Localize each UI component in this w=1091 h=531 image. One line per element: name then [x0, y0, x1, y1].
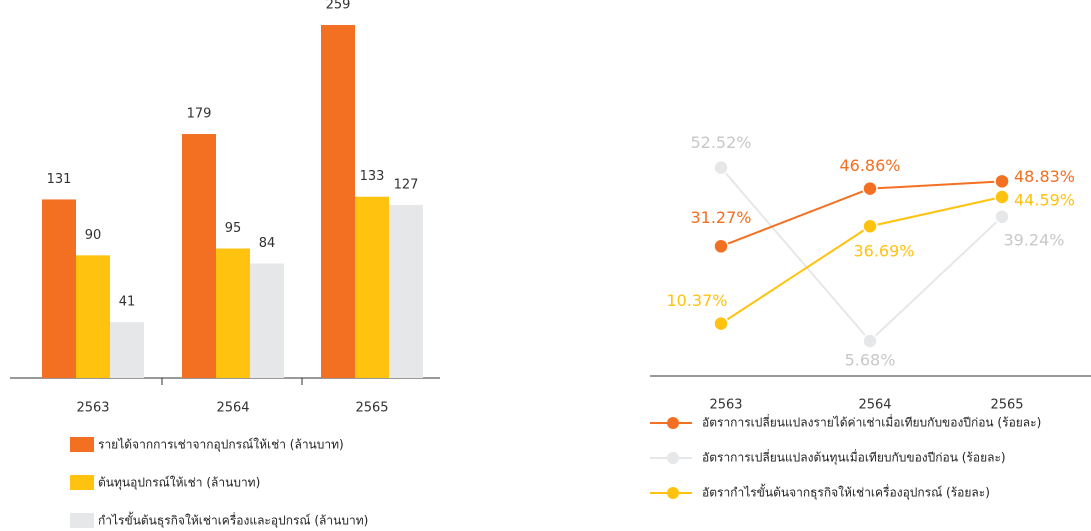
x-tick-label: 2563 — [709, 398, 742, 413]
x-tick-label: 2565 — [990, 398, 1023, 413]
legend-label: กำไรขั้นต้นธุรกิจให้เช่าเครื่องและอุปกรณ… — [98, 512, 368, 529]
data-label: 133 — [360, 169, 385, 184]
data-label: 36.69% — [853, 242, 914, 261]
legend-swatch — [70, 513, 94, 528]
bar — [216, 248, 250, 378]
point — [862, 333, 878, 349]
legend-marker — [667, 417, 679, 429]
data-label: 179 — [187, 107, 212, 122]
point — [713, 238, 729, 255]
data-label: 127 — [394, 177, 419, 192]
line — [720, 180, 1003, 248]
legend-label: อัตราการเปลี่ยนแปลงรายได้ค่าเช่าเมื่อเที… — [702, 414, 1041, 430]
bar — [250, 263, 284, 378]
bar — [389, 204, 423, 378]
data-label: 84 — [259, 236, 276, 251]
data-label: 131 — [47, 172, 72, 187]
x-tick-label: 2563 — [76, 401, 109, 416]
data-label: 46.86% — [839, 156, 900, 175]
x-tick-label: 2565 — [355, 401, 388, 416]
data-label: 48.83% — [1014, 167, 1075, 186]
point — [862, 218, 878, 234]
legend-label: อัตราการเปลี่ยนแปลงต้นทุนเมื่อเทียบกับขอ… — [702, 449, 1006, 466]
data-label: 41 — [119, 295, 136, 310]
legend-label: อัตรากำไรขั้นต้นจากธุรกิจให้เช่าเครื่องอ… — [702, 484, 990, 501]
point — [713, 159, 729, 176]
data-label: 52.52% — [690, 133, 751, 152]
bar — [321, 25, 355, 378]
data-label: 44.59% — [1014, 191, 1075, 210]
x-tick-label: 2564 — [216, 401, 249, 416]
bar — [42, 199, 76, 378]
data-label: 5.68% — [845, 350, 896, 369]
point — [994, 209, 1010, 225]
point — [994, 173, 1010, 190]
x-tick-label: 2564 — [858, 398, 891, 413]
data-label: 95 — [225, 221, 242, 236]
bar — [110, 322, 144, 378]
legend-label: รายได้จากการเช่าจากอุปกรณ์ให้เช่า (ล้านบ… — [98, 438, 344, 453]
bar — [355, 196, 389, 378]
data-label: 39.24% — [1003, 230, 1064, 249]
bar — [76, 255, 110, 378]
legend-label: ต้นทุนอุปกรณ์ให้เช่า (ล้านบาท) — [98, 476, 260, 491]
point — [862, 180, 878, 197]
legend-swatch — [70, 437, 94, 452]
data-label: 31.27% — [690, 208, 751, 227]
legend-marker — [667, 452, 679, 464]
data-label: 10.37% — [666, 291, 727, 310]
data-label: 259 — [326, 0, 351, 13]
data-label: 90 — [85, 228, 102, 243]
bar — [182, 134, 216, 378]
point — [994, 189, 1010, 205]
point — [713, 315, 729, 332]
legend-swatch — [70, 475, 94, 490]
legend-marker — [667, 487, 679, 499]
